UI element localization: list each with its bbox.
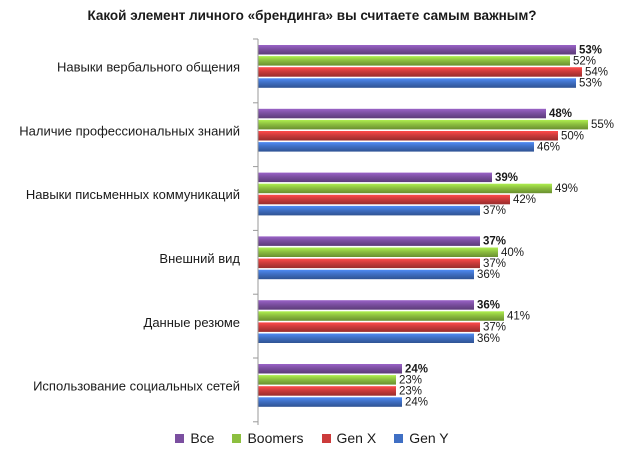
bar-boomers: [258, 247, 498, 257]
data-label: 39%: [495, 172, 518, 184]
bar-boomers: [258, 56, 570, 66]
bar-все: [258, 172, 492, 183]
data-label: 36%: [477, 269, 500, 281]
legend-swatch: [175, 433, 185, 443]
data-label: 37%: [483, 258, 506, 270]
bar-все: [258, 300, 474, 310]
data-label: 24%: [405, 397, 428, 409]
chart-legend: Все Boomers Gen X Gen Y: [0, 430, 624, 446]
data-label: 54%: [585, 66, 608, 78]
bar-gen-x: [258, 386, 396, 396]
legend-label: Boomers: [247, 430, 304, 446]
legend-label: Gen X: [336, 430, 377, 446]
bar-gen-y: [258, 397, 402, 407]
data-label: 37%: [483, 322, 506, 334]
bar-все: [258, 364, 402, 374]
legend-item-gen-y: Gen Y: [394, 430, 449, 446]
data-label: 24%: [405, 363, 428, 375]
legend-swatch: [232, 433, 242, 443]
data-label: 42%: [513, 194, 536, 206]
bar-все: [258, 236, 480, 246]
category-label: Использование социальных сетей: [33, 379, 240, 394]
category-label: Данные резюме: [144, 315, 240, 330]
bar-gen-y: [258, 205, 480, 216]
bar-chart-plot: Навыки вербального общения53%52%54%53%На…: [19, 38, 614, 425]
bar-все: [258, 108, 546, 119]
data-label: 37%: [483, 236, 506, 248]
legend-item-boomers: Boomers: [232, 430, 304, 446]
data-label: 53%: [579, 78, 602, 90]
data-label: 53%: [579, 44, 602, 56]
data-label: 48%: [549, 108, 572, 120]
category-label: Навыки письменных коммуникаций: [26, 187, 240, 202]
legend-swatch: [321, 433, 331, 443]
data-label: 37%: [483, 205, 506, 217]
bar-gen-y: [258, 333, 474, 343]
bar-gen-x: [258, 67, 582, 77]
chart-title: Какой элемент личного «брендинга» вы счи…: [87, 8, 537, 23]
bar-gen-x: [258, 194, 510, 205]
legend-item-gen-x: Gen X: [321, 430, 377, 446]
category-label: Навыки вербального общения: [57, 60, 240, 75]
bar-gen-y: [258, 78, 576, 88]
bar-gen-x: [258, 322, 480, 332]
bar-gen-x: [258, 258, 480, 269]
bar-gen-x: [258, 131, 558, 141]
category-label: Наличие профессиональных знаний: [19, 123, 240, 138]
bar-gen-y: [258, 142, 534, 152]
bar-boomers: [258, 311, 504, 321]
data-label: 36%: [477, 299, 500, 311]
data-label: 49%: [555, 183, 578, 195]
data-label: 41%: [507, 311, 530, 323]
legend-swatch: [394, 433, 404, 443]
bar-boomers: [258, 183, 552, 194]
bar-gen-y: [258, 269, 474, 280]
bar-boomers: [258, 119, 588, 130]
data-label: 23%: [399, 385, 422, 397]
bar-boomers: [258, 375, 396, 385]
legend-label: Gen Y: [409, 430, 449, 446]
bar-все: [258, 45, 576, 55]
data-label: 50%: [561, 130, 584, 142]
legend-label: Все: [190, 430, 215, 446]
category-label: Внешний вид: [159, 251, 240, 266]
data-label: 23%: [399, 374, 422, 386]
data-label: 55%: [591, 119, 614, 131]
data-label: 46%: [537, 141, 560, 153]
data-label: 52%: [573, 55, 596, 67]
data-label: 36%: [477, 333, 500, 345]
data-label: 40%: [501, 247, 524, 259]
legend-item-все: Все: [175, 430, 214, 446]
